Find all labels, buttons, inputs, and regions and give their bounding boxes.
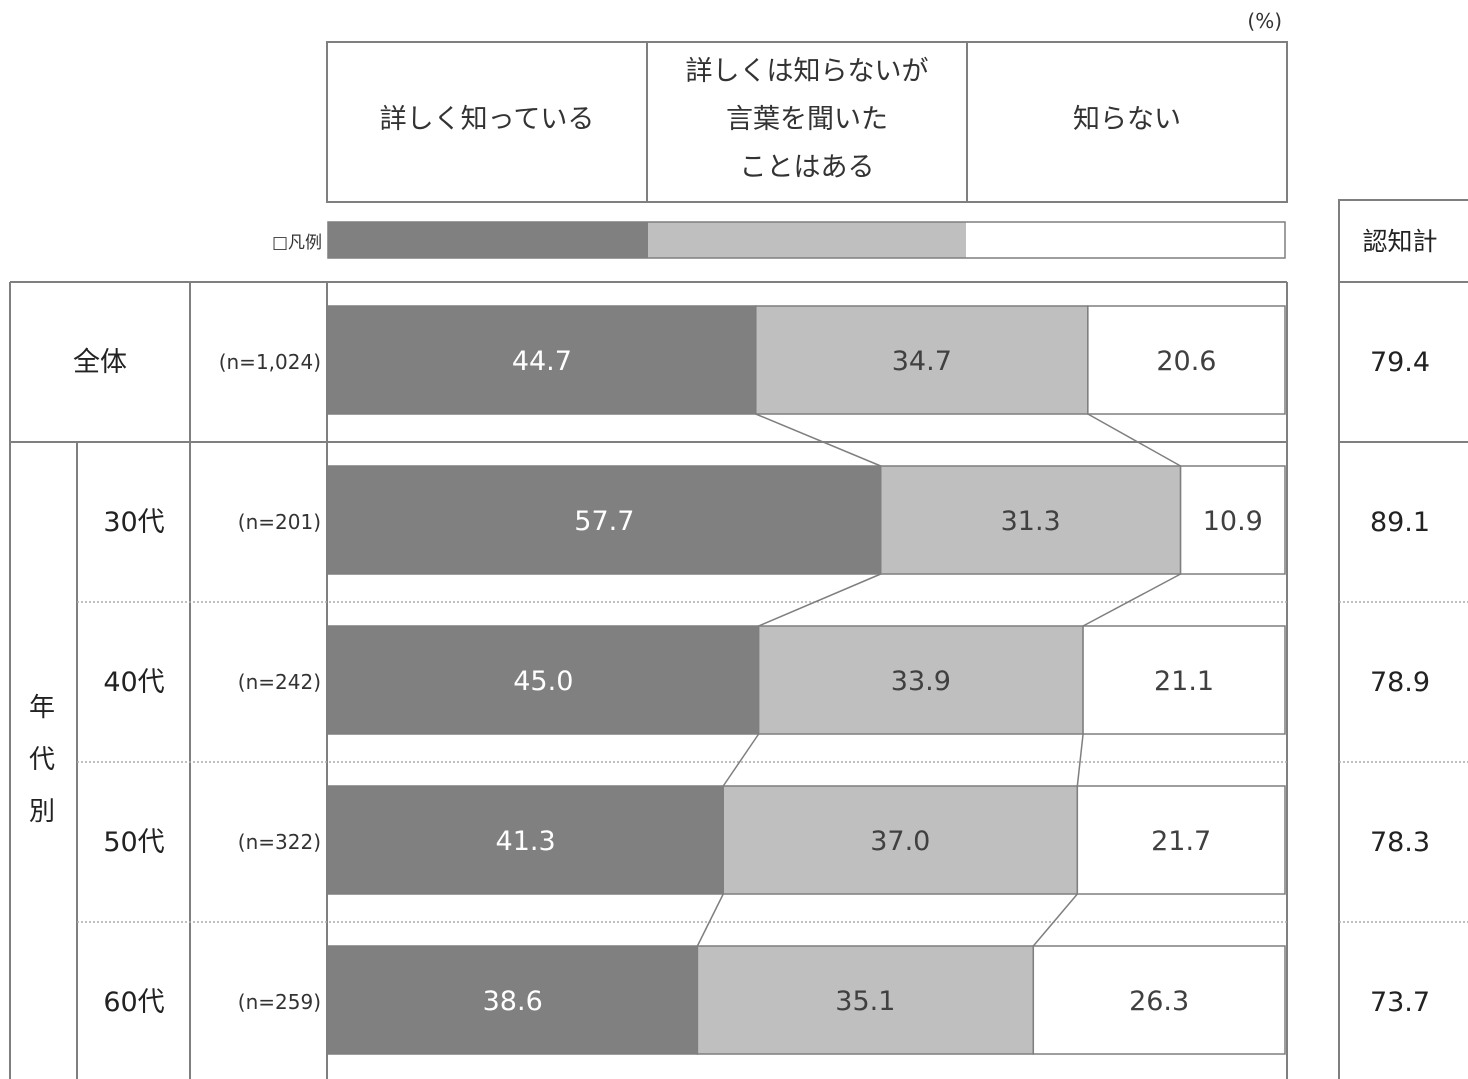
bar-label-unknown: 21.1 <box>1154 666 1214 697</box>
row-sample-size: (n=322) <box>238 830 321 854</box>
row-sample-size: (n=201) <box>238 510 321 534</box>
bar-segment-heard <box>722 785 1079 895</box>
connector-line <box>722 733 760 787</box>
row-category-label: 30代 <box>103 507 164 538</box>
bar-label-unknown: 20.6 <box>1156 346 1216 377</box>
row-category-label: 60代 <box>103 987 164 1018</box>
bar-label-known: 45.0 <box>513 666 573 697</box>
bar-label-unknown: 26.3 <box>1129 986 1189 1017</box>
bar-segment-heard <box>696 945 1035 1055</box>
bar-label-heard: 37.0 <box>870 826 930 857</box>
row-sample-size: (n=242) <box>238 670 321 694</box>
header-col2-line2: 言葉を聞いた <box>726 104 888 135</box>
bar-segment-unknown <box>1076 785 1286 895</box>
bar-label-heard: 31.3 <box>1001 506 1061 537</box>
connector-line <box>696 893 724 947</box>
bars: 44.7 34.7 20.6 57.7 31.3 10.9 45.0 33.9 21.1 41.3… <box>327 305 1286 1055</box>
bar-segment-known <box>327 305 757 415</box>
bar-label-unknown: 21.7 <box>1151 826 1211 857</box>
bar-label-heard: 35.1 <box>835 986 895 1017</box>
row-total-value: 78.3 <box>1370 827 1430 858</box>
legend-frame <box>327 221 1286 259</box>
unit-label: (%) <box>1247 9 1282 33</box>
bar-segment-heard <box>879 465 1182 575</box>
bar-label-known: 44.7 <box>512 346 572 377</box>
row-labels: 全体 (n=1,024) 79.4 30代 (n=201) 89.1 40代 (n=242) 7… <box>73 347 1430 1018</box>
legend-swatch-unknown <box>966 222 1285 258</box>
total-header: 認知計 <box>1362 227 1437 256</box>
bar-segment-heard <box>755 305 1089 415</box>
header-frame <box>326 41 1288 203</box>
row-sample-size: (n=1,024) <box>219 350 321 374</box>
bar-label-known: 41.3 <box>496 826 556 857</box>
main-table-frame <box>9 281 1288 1079</box>
header-table: 詳しく知っている 詳しくは知らないが 言葉を聞いた ことはある 知らない <box>326 41 1288 203</box>
connector-line <box>1076 733 1084 787</box>
connector-line <box>1082 573 1181 627</box>
connector-lines <box>696 413 1181 947</box>
row-category-label: 全体 <box>73 347 127 378</box>
row-total-value: 78.9 <box>1370 667 1430 698</box>
legend-caption: □凡例 <box>272 233 322 253</box>
group-label-char: 代 <box>29 745 55 775</box>
bar-segment-unknown <box>1082 625 1286 735</box>
group-label-char: 別 <box>29 797 55 827</box>
row-total-value: 89.1 <box>1370 507 1430 538</box>
legend-swatch-heard <box>648 222 966 258</box>
bar-segment-known <box>327 625 760 735</box>
bar-segment-known <box>327 785 724 895</box>
total-header-cell <box>1338 199 1468 283</box>
bar-segment-heard <box>757 625 1084 735</box>
connector-line <box>758 573 882 627</box>
row-total-value: 79.4 <box>1370 347 1430 378</box>
header-col2-line3: ことはある <box>740 152 875 183</box>
row-sample-size: (n=259) <box>238 990 321 1014</box>
header-col3: 知らない <box>1073 104 1181 135</box>
bar-label-known: 38.6 <box>483 986 543 1017</box>
connector-line <box>755 413 882 467</box>
bar-label-heard: 33.9 <box>891 666 951 697</box>
header-col2-line1: 詳しくは知らないが <box>686 56 929 87</box>
header-col1: 詳しく知っている <box>380 104 595 135</box>
bar-label-unknown: 10.9 <box>1203 506 1263 537</box>
bar-label-known: 57.7 <box>574 506 634 537</box>
row-category-label: 50代 <box>103 827 164 858</box>
row-category-label: 40代 <box>103 667 164 698</box>
total-column-frame <box>1338 281 1468 1079</box>
connector-line <box>1087 413 1181 467</box>
bar-segment-unknown <box>1032 945 1286 1055</box>
bar-segment-known <box>327 945 699 1055</box>
bar-label-heard: 34.7 <box>892 346 952 377</box>
bar-segment-known <box>327 465 882 575</box>
bar-segment-unknown <box>1179 465 1286 575</box>
legend-swatch-known <box>328 222 648 258</box>
group-label-char: 年 <box>29 693 55 723</box>
bar-segment-unknown <box>1087 305 1286 415</box>
connector-line <box>1032 893 1078 947</box>
legend-bar <box>327 221 1286 259</box>
row-total-value: 73.7 <box>1370 987 1430 1018</box>
